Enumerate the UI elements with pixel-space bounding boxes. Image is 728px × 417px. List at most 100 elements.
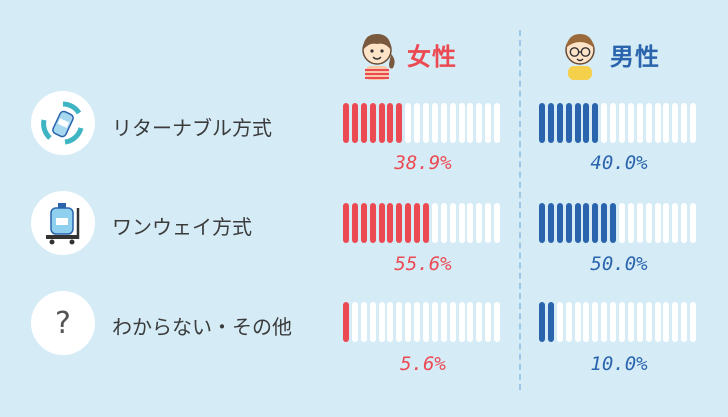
- bar-segment-filled: [387, 203, 394, 243]
- bar-segment-filled: [539, 302, 545, 342]
- bar-segment-empty: [610, 103, 617, 143]
- bar-segment-empty: [690, 103, 697, 143]
- bar-segment-filled: [414, 203, 421, 243]
- bar-segment-empty: [690, 302, 697, 342]
- bar-segment-empty: [476, 103, 483, 143]
- bar-segment-empty: [681, 302, 688, 342]
- pct-returnable-female: 38.9%: [394, 152, 452, 174]
- bar-segment-empty: [690, 203, 697, 243]
- bar-segment-empty: [654, 302, 661, 342]
- bar-segment-empty: [663, 203, 670, 243]
- bar-segment-empty: [610, 302, 617, 342]
- bar-segment-filled: [378, 203, 385, 243]
- bar-segment-filled: [343, 103, 349, 143]
- bar-segment-filled: [565, 203, 572, 243]
- bar-segment-empty: [351, 302, 358, 342]
- row-label-oneway: ワンウェイ方式: [112, 215, 252, 239]
- bar-segment-filled: [565, 103, 572, 143]
- bar-segment-filled: [387, 103, 394, 143]
- bar-segment-empty: [636, 103, 643, 143]
- bar-segment-empty: [405, 302, 412, 342]
- bar-segment-empty: [467, 302, 474, 342]
- bar-segment-empty: [574, 302, 581, 342]
- bar-segment-empty: [601, 302, 608, 342]
- bar-segment-empty: [627, 103, 634, 143]
- bar-segment-empty: [458, 302, 465, 342]
- bar-segment-empty: [378, 302, 385, 342]
- bar-oneway-female: [343, 203, 503, 243]
- bar-segment-filled: [396, 203, 403, 243]
- bar-segment-empty: [431, 302, 438, 342]
- water-jug-cart-icon: [46, 203, 80, 245]
- bar-segment-empty: [405, 103, 412, 143]
- row-label-returnable: リターナブル方式: [112, 116, 272, 140]
- bar-segment-empty: [592, 302, 599, 342]
- bar-segment-empty: [476, 203, 483, 243]
- pct-returnable-male: 40.0%: [590, 152, 648, 174]
- bar-segment-filled: [547, 103, 554, 143]
- bar-segment-empty: [449, 203, 456, 243]
- bar-segment-empty: [601, 103, 608, 143]
- bar-segment-empty: [449, 302, 456, 342]
- question-icon: ?: [55, 305, 71, 341]
- bar-segment-empty: [556, 302, 563, 342]
- bar-segment-empty: [485, 103, 492, 143]
- bar-segment-empty: [467, 103, 474, 143]
- bar-segment-filled: [369, 103, 376, 143]
- female-header-label: 女性: [407, 42, 457, 71]
- bar-segment-filled: [351, 203, 358, 243]
- bar-segment-filled: [539, 103, 545, 143]
- bar-segment-empty: [423, 103, 429, 143]
- bar-returnable-male: [539, 103, 699, 143]
- bar-segment-empty: [431, 203, 438, 243]
- row-icon-unknown: ?: [31, 291, 95, 355]
- bar-segment-filled: [574, 203, 581, 243]
- bar-segment-filled: [547, 302, 554, 342]
- bar-segment-empty: [565, 302, 572, 342]
- bar-segment-empty: [440, 103, 447, 143]
- bar-segment-empty: [583, 302, 590, 342]
- bar-segment-empty: [681, 203, 688, 243]
- bar-segment-empty: [645, 203, 652, 243]
- bar-segment-empty: [654, 103, 661, 143]
- bar-segment-empty: [672, 103, 679, 143]
- bar-segment-empty: [494, 103, 501, 143]
- bar-segment-empty: [440, 302, 447, 342]
- bar-segment-empty: [619, 302, 625, 342]
- bar-segment-filled: [539, 203, 545, 243]
- bar-segment-empty: [619, 103, 625, 143]
- bar-segment-filled: [369, 203, 376, 243]
- bar-segment-filled: [592, 103, 599, 143]
- bar-segment-empty: [414, 302, 421, 342]
- bar-segment-empty: [672, 203, 679, 243]
- bar-segment-empty: [431, 103, 438, 143]
- bar-segment-empty: [360, 302, 367, 342]
- bar-segment-empty: [672, 302, 679, 342]
- bar-segment-filled: [396, 103, 403, 143]
- bar-segment-filled: [343, 302, 349, 342]
- bar-segment-empty: [619, 203, 625, 243]
- bar-segment-filled: [378, 103, 385, 143]
- bar-segment-empty: [414, 103, 421, 143]
- bar-segment-empty: [440, 203, 447, 243]
- bar-segment-empty: [449, 103, 456, 143]
- bar-segment-empty: [636, 302, 643, 342]
- bar-segment-empty: [396, 302, 403, 342]
- bar-segment-filled: [360, 103, 367, 143]
- bar-segment-empty: [387, 302, 394, 342]
- bar-oneway-male: [539, 203, 699, 243]
- bar-segment-empty: [645, 103, 652, 143]
- bar-segment-empty: [423, 302, 429, 342]
- bar-segment-empty: [467, 203, 474, 243]
- pct-oneway-male: 50.0%: [590, 253, 648, 275]
- bar-segment-filled: [601, 203, 608, 243]
- row-icon-oneway: [31, 191, 95, 255]
- bar-segment-filled: [574, 103, 581, 143]
- bar-segment-filled: [556, 203, 563, 243]
- bar-segment-empty: [494, 203, 501, 243]
- bar-segment-empty: [369, 302, 376, 342]
- bar-segment-empty: [663, 302, 670, 342]
- bar-segment-empty: [645, 302, 652, 342]
- bar-segment-empty: [663, 103, 670, 143]
- bar-segment-filled: [405, 203, 412, 243]
